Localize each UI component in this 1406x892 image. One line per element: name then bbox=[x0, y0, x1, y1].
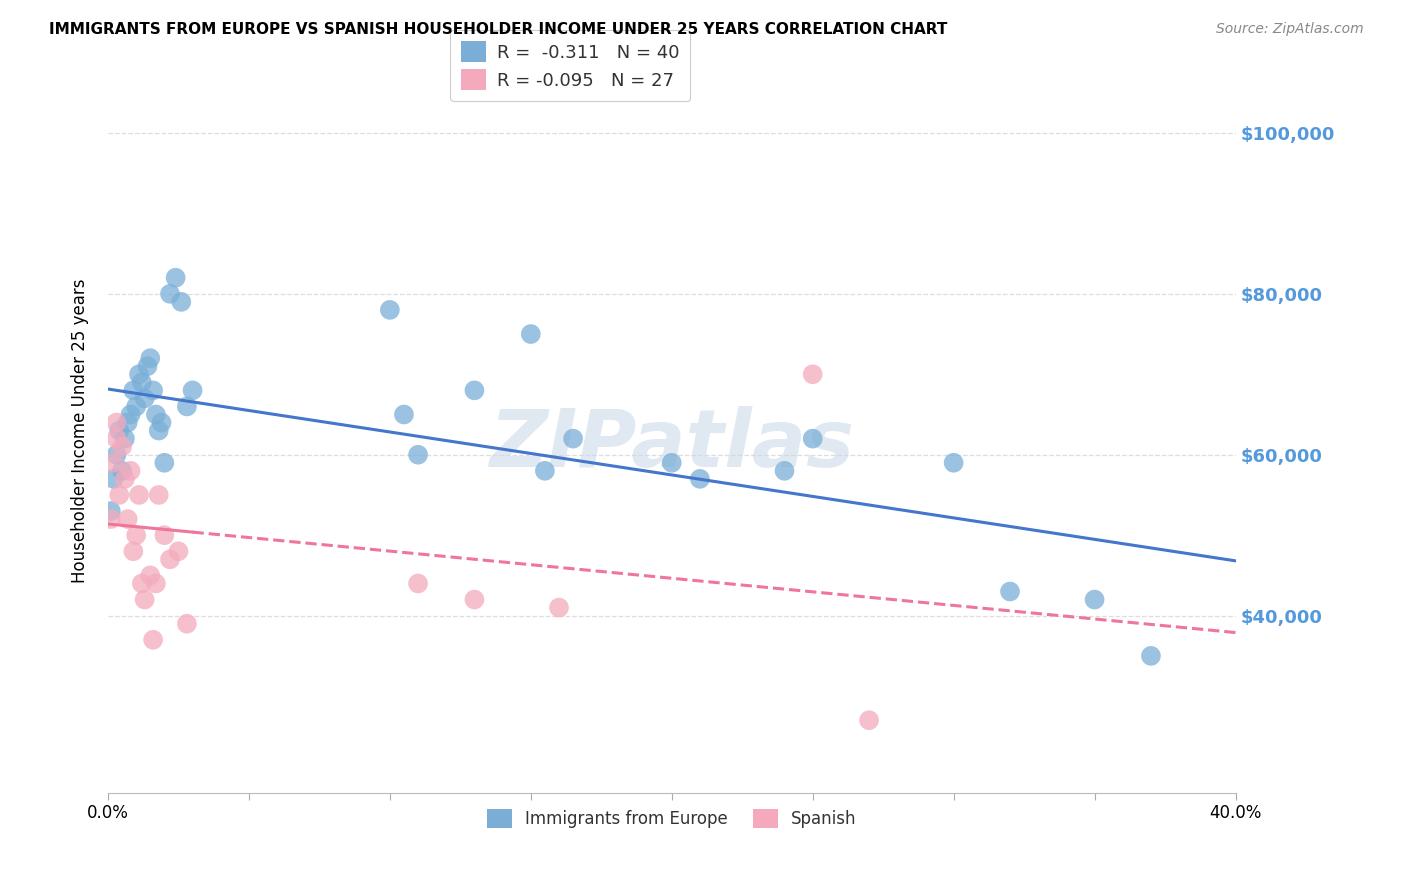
Point bbox=[125, 528, 148, 542]
Point bbox=[520, 326, 543, 341]
Point bbox=[145, 576, 167, 591]
Point bbox=[167, 544, 190, 558]
Point bbox=[562, 432, 585, 446]
Point bbox=[128, 368, 150, 382]
Point bbox=[801, 432, 824, 446]
Point bbox=[159, 286, 181, 301]
Point bbox=[114, 432, 136, 446]
Point bbox=[148, 488, 170, 502]
Point bbox=[150, 416, 173, 430]
Point bbox=[105, 448, 128, 462]
Point bbox=[103, 472, 125, 486]
Point bbox=[114, 472, 136, 486]
Point bbox=[148, 424, 170, 438]
Text: IMMIGRANTS FROM EUROPE VS SPANISH HOUSEHOLDER INCOME UNDER 25 YEARS CORRELATION : IMMIGRANTS FROM EUROPE VS SPANISH HOUSEH… bbox=[49, 22, 948, 37]
Point bbox=[122, 384, 145, 398]
Point bbox=[117, 416, 139, 430]
Point bbox=[117, 512, 139, 526]
Point bbox=[131, 576, 153, 591]
Point bbox=[153, 456, 176, 470]
Point bbox=[181, 384, 204, 398]
Point bbox=[125, 400, 148, 414]
Point bbox=[134, 592, 156, 607]
Point bbox=[406, 576, 429, 591]
Point bbox=[548, 600, 571, 615]
Point bbox=[103, 456, 125, 470]
Point bbox=[406, 448, 429, 462]
Point bbox=[170, 294, 193, 309]
Point bbox=[801, 368, 824, 382]
Point bbox=[1084, 592, 1107, 607]
Point bbox=[153, 528, 176, 542]
Point bbox=[392, 408, 415, 422]
Point bbox=[176, 400, 198, 414]
Point bbox=[105, 432, 128, 446]
Point bbox=[858, 713, 880, 727]
Point bbox=[128, 488, 150, 502]
Point bbox=[120, 408, 142, 422]
Point bbox=[142, 632, 165, 647]
Text: Source: ZipAtlas.com: Source: ZipAtlas.com bbox=[1216, 22, 1364, 37]
Point bbox=[100, 512, 122, 526]
Point bbox=[378, 302, 401, 317]
Point bbox=[111, 440, 134, 454]
Point bbox=[463, 384, 485, 398]
Point bbox=[176, 616, 198, 631]
Point bbox=[100, 504, 122, 518]
Point bbox=[1140, 648, 1163, 663]
Point bbox=[120, 464, 142, 478]
Point bbox=[134, 392, 156, 406]
Point bbox=[145, 408, 167, 422]
Y-axis label: Householder Income Under 25 years: Householder Income Under 25 years bbox=[72, 278, 89, 582]
Point bbox=[108, 488, 131, 502]
Point bbox=[105, 416, 128, 430]
Point bbox=[942, 456, 965, 470]
Point bbox=[111, 464, 134, 478]
Point bbox=[139, 351, 162, 366]
Point bbox=[998, 584, 1021, 599]
Point bbox=[463, 592, 485, 607]
Point bbox=[139, 568, 162, 582]
Point bbox=[689, 472, 711, 486]
Point bbox=[136, 359, 159, 374]
Point bbox=[142, 384, 165, 398]
Point bbox=[165, 270, 187, 285]
Point bbox=[534, 464, 557, 478]
Point bbox=[108, 424, 131, 438]
Point bbox=[773, 464, 796, 478]
Point bbox=[661, 456, 683, 470]
Point bbox=[122, 544, 145, 558]
Text: ZIPatlas: ZIPatlas bbox=[489, 406, 855, 484]
Point bbox=[159, 552, 181, 566]
Legend: Immigrants from Europe, Spanish: Immigrants from Europe, Spanish bbox=[479, 803, 863, 835]
Point bbox=[131, 376, 153, 390]
